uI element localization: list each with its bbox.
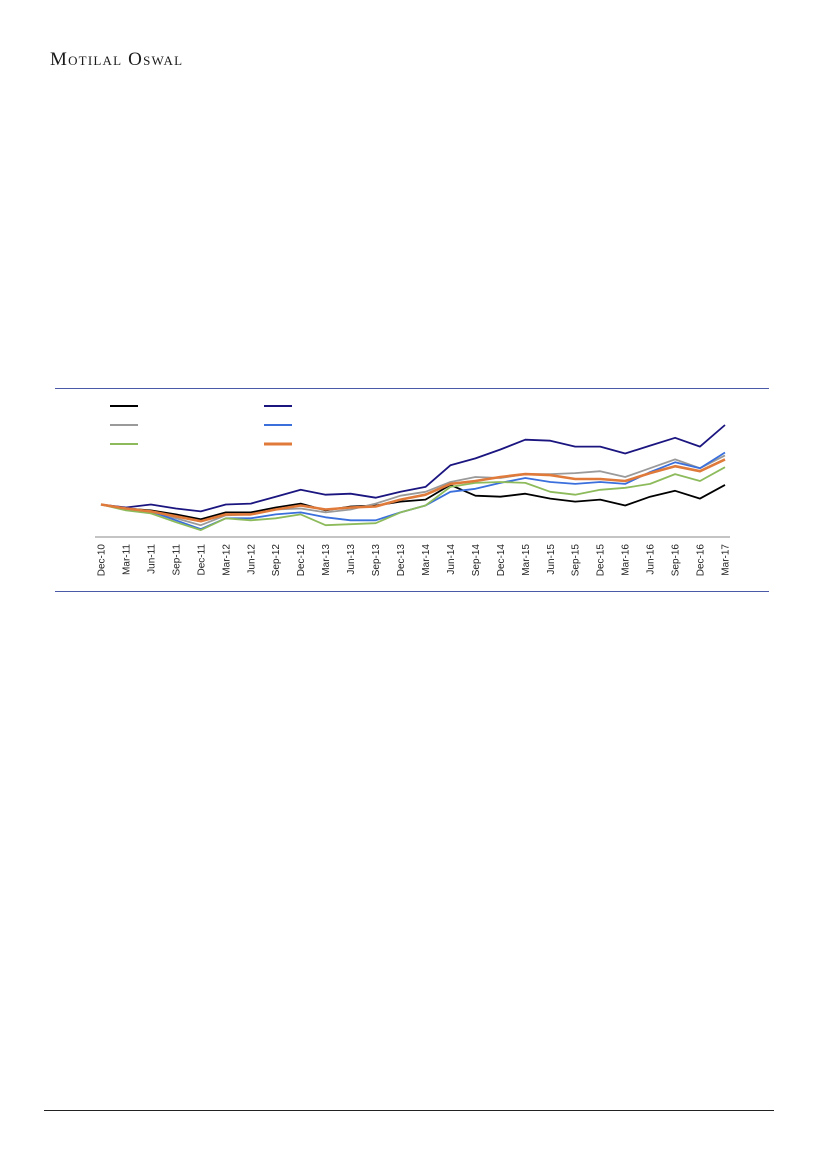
x-tick-label: Dec-13 — [396, 544, 407, 577]
line-chart: Dec-10 Mar-11 Jun-11 Sep-11 Dec-11 Mar-12 Jun-… — [95, 405, 732, 577]
chart-series — [100, 424, 726, 531]
x-tick-label: Dec-11 — [196, 544, 207, 576]
x-tick-label: Mar-17 — [721, 544, 732, 576]
x-axis-ticks: Dec-10 Mar-11 Jun-11 Sep-11 Dec-11 Mar-12 Jun-… — [97, 544, 732, 577]
x-tick-label: Jun-11 — [146, 544, 157, 574]
chart-top-rule — [55, 388, 769, 389]
x-tick-label: Mar-15 — [521, 544, 532, 576]
chart-legend — [110, 405, 292, 446]
series-line-5 — [100, 458, 726, 523]
chart-bottom-rule — [55, 591, 769, 592]
x-tick-label: Sep-11 — [171, 544, 182, 576]
x-tick-label: Dec-14 — [496, 544, 507, 577]
series-line-0 — [100, 483, 726, 521]
series-line-2 — [100, 454, 726, 527]
series-line-4 — [100, 466, 726, 531]
x-tick-label: Dec-10 — [97, 544, 108, 577]
x-tick-label: Mar-16 — [621, 544, 632, 576]
x-tick-label: Dec-12 — [296, 544, 307, 577]
x-tick-label: Sep-16 — [671, 544, 682, 577]
x-tick-label: Jun-13 — [346, 544, 357, 575]
x-tick-label: Mar-13 — [321, 544, 332, 576]
series-line-1 — [100, 424, 726, 513]
x-tick-label: Mar-14 — [421, 544, 432, 576]
brand-logo-text: Motilal Oswal — [50, 49, 184, 70]
x-tick-label: Mar-11 — [122, 544, 133, 575]
x-tick-label: Sep-15 — [571, 544, 582, 577]
x-tick-label: Jun-12 — [246, 544, 257, 575]
x-tick-label: Sep-14 — [471, 544, 482, 577]
x-tick-label: Dec-15 — [596, 544, 607, 577]
x-tick-label: Sep-13 — [371, 544, 382, 577]
x-tick-label: Dec-16 — [696, 544, 707, 577]
x-tick-label: Sep-12 — [271, 544, 282, 577]
x-tick-label: Jun-16 — [646, 544, 657, 575]
x-tick-label: Mar-12 — [221, 544, 232, 576]
x-tick-label: Jun-15 — [546, 544, 557, 575]
footer-rule — [44, 1110, 774, 1111]
x-tick-label: Jun-14 — [446, 544, 457, 575]
